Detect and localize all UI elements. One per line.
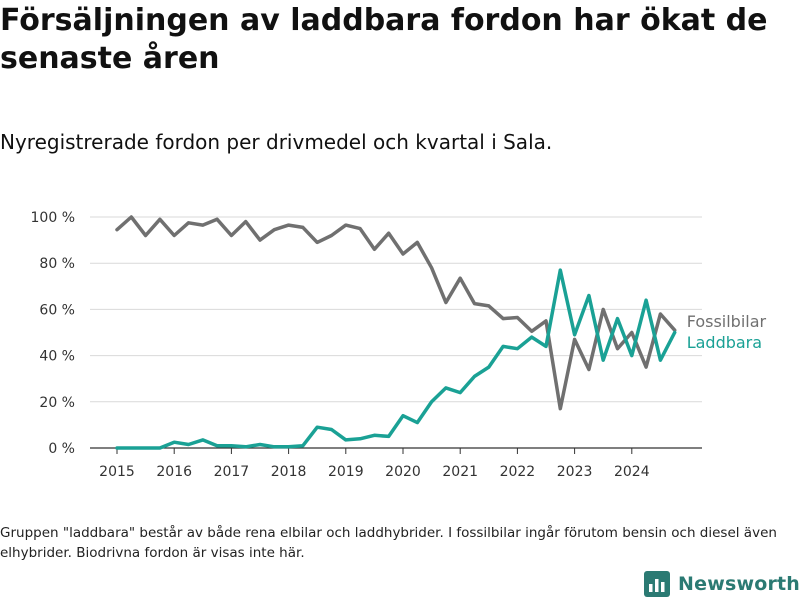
bar-chart-logo-icon bbox=[644, 571, 670, 597]
series-label-laddbara: Laddbara bbox=[687, 333, 762, 352]
series-line-fossilbilar bbox=[115, 215, 677, 411]
x-tick-label: 2024 bbox=[614, 464, 650, 480]
gridlines bbox=[90, 216, 702, 403]
chart-title: Försäljningen av laddbara fordon har öka… bbox=[0, 3, 768, 76]
series-lines bbox=[115, 215, 677, 450]
x-tick-label: 2019 bbox=[328, 464, 364, 480]
chart-subtitle: Nyregistrerade fordon per drivmedel och … bbox=[0, 130, 553, 154]
x-tick-label: 2018 bbox=[271, 464, 307, 480]
y-tick-label: 60 % bbox=[39, 302, 75, 318]
y-tick-label: 0 % bbox=[48, 441, 75, 457]
footnote: Gruppen "laddbara" består av både rena e… bbox=[0, 525, 777, 561]
brand[interactable]: Newsworthy bbox=[644, 568, 800, 600]
series-line-laddbara bbox=[115, 268, 677, 450]
x-axis: 2015 2016 2017 2018 2019 2020 2021 2022 2023 2024 bbox=[90, 447, 702, 480]
x-tick-label: 2021 bbox=[442, 464, 478, 480]
y-axis-ticks: 0 % 20 % 40 % 60 % 80 % 100 % bbox=[31, 210, 75, 457]
brand-name: Newsworthy bbox=[678, 573, 800, 595]
y-tick-label: 20 % bbox=[39, 395, 75, 411]
y-tick-label: 100 % bbox=[31, 210, 75, 226]
x-tick-label: 2022 bbox=[500, 464, 536, 480]
x-tick-label: 2017 bbox=[214, 464, 250, 480]
y-tick-label: 80 % bbox=[39, 256, 75, 272]
y-tick-label: 40 % bbox=[39, 349, 75, 365]
x-tick-label: 2015 bbox=[99, 464, 135, 480]
x-tick-label: 2023 bbox=[557, 464, 593, 480]
series-labels: Fossilbilar Laddbara bbox=[687, 312, 767, 352]
x-tick-label: 2016 bbox=[156, 464, 192, 480]
x-tick-label: 2020 bbox=[385, 464, 421, 480]
series-label-fossilbilar: Fossilbilar bbox=[687, 312, 767, 331]
